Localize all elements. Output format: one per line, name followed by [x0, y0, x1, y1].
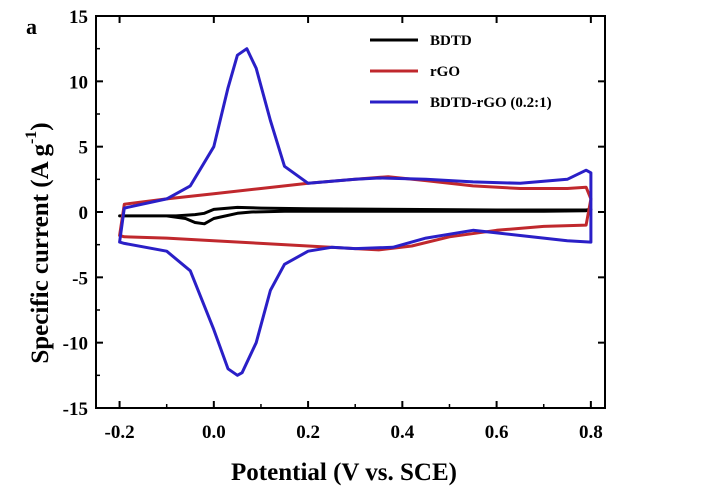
x-tick-label: -0.2: [105, 422, 135, 443]
y-tick-label: -5: [72, 268, 88, 289]
x-axis-title: Potential (V vs. SCE): [231, 459, 457, 486]
x-tick-label: 0.2: [296, 422, 320, 443]
y-tick-label: -10: [63, 334, 88, 355]
legend-label-0: BDTD: [430, 33, 472, 49]
axes: -0.2 0.0 0.2 0.4 0.6 0.8 -15 -10 -5 0 5 10 15: [63, 7, 606, 443]
y-tick-label: 5: [79, 138, 89, 159]
y-tick-label: 15: [69, 7, 88, 28]
legend-label-1: rGO: [430, 64, 460, 80]
series-line-1: [118, 175, 593, 252]
plot-area: [118, 47, 593, 377]
y-tick-label: 0: [79, 203, 89, 224]
series-line-2: [118, 47, 593, 377]
legend: BDTD rGO BDTD-rGO (0.2:1): [370, 33, 552, 111]
y-axis-title-main: Specific current (A g: [27, 144, 54, 364]
legend-label-2: BDTD-rGO (0.2:1): [430, 95, 552, 111]
panel-label: a: [26, 14, 37, 39]
y-axis-title-superscript: -1: [23, 131, 40, 144]
y-axis-title: Specific current (A g-1): [23, 122, 54, 363]
x-tick-label: 0.8: [579, 422, 603, 443]
y-axis-title-close: ): [27, 122, 54, 130]
x-tick-label: 0.4: [390, 422, 414, 443]
x-tick-label: 0.6: [485, 422, 509, 443]
y-tick-label: -15: [63, 399, 88, 420]
series-line-0: [118, 205, 593, 226]
x-tick-label: 0.0: [202, 422, 226, 443]
y-tick-label: 10: [69, 72, 88, 93]
